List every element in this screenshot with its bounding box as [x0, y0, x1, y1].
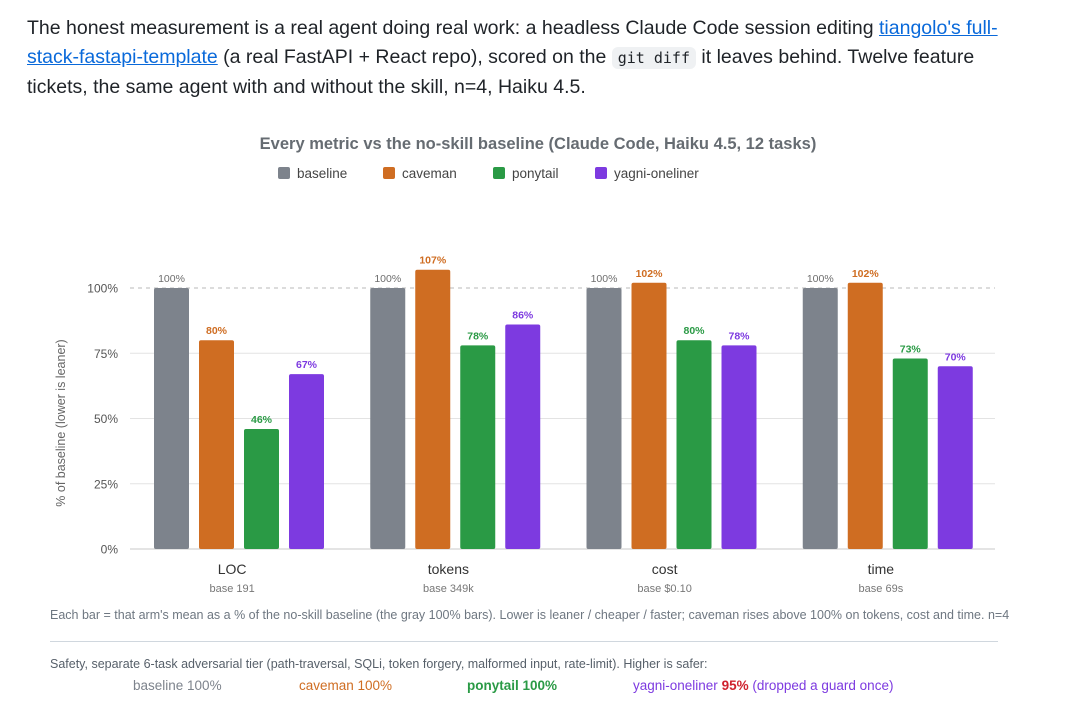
chart-title: Every metric vs the no-skill baseline (C… [260, 135, 817, 153]
legend-label-ponytail: ponytail [512, 166, 559, 181]
legend-label-baseline: baseline [297, 166, 347, 181]
data-label-yagni-oneliner-tokens: 86% [512, 310, 534, 322]
data-label-yagni-oneliner-time: 70% [945, 351, 967, 363]
intro-paragraph: The honest measurement is a real agent d… [27, 14, 1037, 102]
data-label-baseline-time: 100% [807, 273, 834, 285]
x-sublabel-tokens: base 349k [423, 583, 474, 595]
metrics-bar-chart: Every metric vs the no-skill baseline (C… [54, 135, 995, 595]
bar-ponytail-tokens [460, 345, 496, 549]
bar-yagni-oneliner-tokens [505, 324, 541, 549]
legend-swatch-yagni-oneliner [595, 167, 607, 179]
repo-link[interactable]: tiangolo's full-stack-fastapi-template [27, 17, 998, 68]
y-tick-label: 75% [94, 347, 118, 361]
bar-yagni-oneliner-LOC [289, 374, 324, 549]
x-sublabel-LOC: base 191 [209, 583, 254, 595]
data-label-ponytail-time: 73% [900, 343, 922, 355]
intro-text-3: it leaves behind. Twelve feature tickets… [27, 46, 975, 98]
safety-ponytail-text: ponytail 100% [467, 678, 558, 693]
safety-yagni: yagni-oneliner 95% (dropped a guard once… [633, 678, 893, 693]
x-tick-label-time: time [868, 561, 895, 577]
bar-baseline-tokens [370, 288, 406, 549]
bar-caveman-time [847, 282, 883, 549]
safety-ponytail: ponytail 100% [467, 678, 557, 693]
y-tick-label: 100% [87, 282, 118, 296]
data-label-yagni-oneliner-cost: 78% [728, 330, 750, 342]
x-sublabel-cost: base $0.10 [637, 583, 691, 595]
legend-swatch-caveman [383, 167, 395, 179]
data-label-ponytail-LOC: 46% [251, 414, 273, 426]
data-label-baseline-tokens: 100% [374, 273, 401, 285]
data-label-caveman-time: 102% [852, 268, 880, 280]
legend-swatch-baseline [278, 167, 290, 179]
y-tick-label: 50% [94, 412, 118, 426]
bar-ponytail-cost [676, 340, 712, 549]
data-label-ponytail-cost: 80% [683, 325, 705, 337]
git-diff-code: git diff [611, 47, 696, 69]
bar-yagni-oneliner-cost [721, 345, 757, 549]
safety-baseline-text: baseline 100% [133, 678, 222, 693]
data-label-ponytail-tokens: 78% [467, 330, 489, 342]
bar-yagni-oneliner-time [937, 366, 973, 549]
bar-caveman-tokens [415, 269, 451, 549]
safety-title: Safety, separate 6-task adversarial tier… [50, 657, 708, 671]
safety-yagni-label: yagni-oneliner [633, 678, 722, 693]
data-label-yagni-oneliner-LOC: 67% [296, 359, 318, 371]
x-sublabel-time: base 69s [859, 583, 904, 595]
y-tick-label: 0% [101, 543, 119, 557]
safety-caveman-text: caveman 100% [299, 678, 393, 693]
legend-label-caveman: caveman [402, 166, 457, 181]
x-tick-label-tokens: tokens [428, 561, 469, 577]
safety-yagni-note: (dropped a guard once) [748, 678, 894, 693]
data-label-caveman-cost: 102% [636, 268, 664, 280]
intro-text-2: (a real FastAPI + React repo), scored on… [217, 46, 612, 68]
data-label-caveman-tokens: 107% [419, 255, 447, 267]
data-label-baseline-LOC: 100% [158, 273, 185, 285]
x-tick-label-cost: cost [652, 561, 678, 577]
legend-swatch-ponytail [493, 167, 505, 179]
bar-caveman-cost [631, 282, 667, 549]
safety-yagni-value: 95% [721, 678, 749, 693]
intro-text-1: The honest measurement is a real agent d… [27, 17, 880, 39]
divider [50, 641, 998, 642]
bar-baseline-cost [586, 288, 622, 549]
y-axis-label: % of baseline (lower is leaner) [54, 339, 68, 506]
safety-caveman: caveman 100% [299, 678, 392, 693]
chart-footnote: Each bar = that arm's mean as a % of the… [50, 608, 1010, 622]
data-label-baseline-cost: 100% [591, 273, 618, 285]
bar-baseline-time [802, 288, 838, 549]
bar-baseline-LOC [154, 288, 189, 549]
safety-baseline: baseline 100% [133, 678, 222, 693]
bar-caveman-LOC [199, 340, 234, 549]
data-label-caveman-LOC: 80% [206, 325, 228, 337]
x-tick-label-LOC: LOC [218, 561, 247, 577]
y-tick-label: 25% [94, 477, 118, 491]
legend-label-yagni-oneliner: yagni-oneliner [614, 166, 699, 181]
bar-ponytail-LOC [244, 428, 279, 549]
bar-ponytail-time [892, 358, 928, 549]
